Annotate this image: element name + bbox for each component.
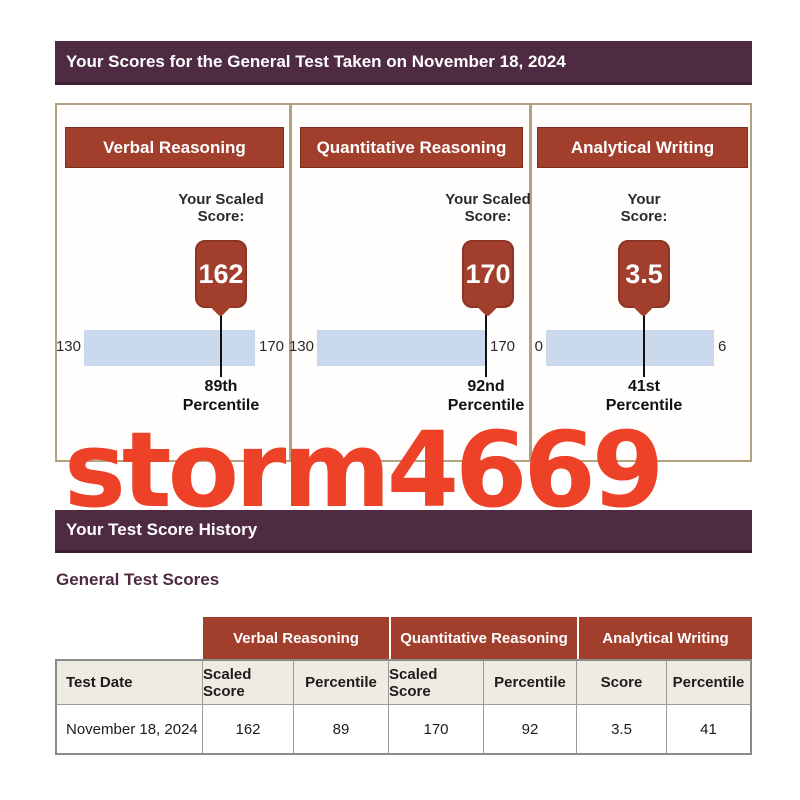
badge-pointer	[632, 295, 655, 318]
awriting-card-title: Analytical Writing	[537, 127, 748, 168]
row-test-date: November 18, 2024	[55, 705, 203, 755]
verbal-score-pointer-line	[220, 313, 222, 377]
verbal-score-badge: 162	[195, 240, 247, 318]
badge-pointer	[209, 295, 232, 318]
scores-banner: Your Scores for the General Test Taken o…	[55, 41, 752, 85]
history-banner: Your Test Score History	[55, 510, 752, 553]
awriting-card-title-label: Analytical Writing	[570, 137, 715, 157]
awriting-scale-min: 0	[534, 338, 543, 355]
verbal-score-value: 162	[198, 258, 244, 289]
card-divider	[289, 105, 292, 460]
group-header-quant: Quantitative Reasoning	[389, 617, 577, 659]
quant-card-title: Quantitative Reasoning	[300, 127, 523, 168]
col-header-verbal-pct: Percentile	[294, 659, 389, 705]
row-quant-scaled: 170	[389, 705, 484, 755]
awriting-scale-bar	[546, 330, 714, 366]
quant-score-value: 170	[465, 258, 511, 289]
awriting-score-badge: 3.5	[618, 240, 670, 318]
col-header-aw-pct: Percentile	[667, 659, 752, 705]
group-header-verbal: Verbal Reasoning	[203, 617, 389, 659]
score-cards-panel: Verbal Reasoning Your Scaled Score: 162 …	[55, 103, 752, 462]
col-header-test-date: Test Date	[55, 659, 203, 705]
verbal-score-label: Your Scaled Score:	[178, 191, 264, 225]
row-aw-pct: 41	[667, 705, 752, 755]
quant-card-title-label: Quantitative Reasoning	[316, 137, 507, 157]
score-history-table: Verbal Reasoning Quantitative Reasoning …	[55, 617, 752, 755]
awriting-score-value: 3.5	[625, 258, 663, 289]
row-verbal-pct: 89	[294, 705, 389, 755]
general-test-scores-heading: General Test Scores	[56, 570, 220, 589]
verbal-scale-max: 170	[259, 338, 285, 355]
username-watermark: storm4669	[64, 409, 664, 531]
awriting-score-pointer-line	[643, 313, 645, 377]
table-corner-blank	[55, 617, 203, 659]
quant-score-badge: 170	[462, 240, 514, 318]
col-header-quant-pct: Percentile	[484, 659, 577, 705]
verbal-percentile: 89th Percentile	[182, 378, 260, 414]
row-aw-score: 3.5	[577, 705, 667, 755]
verbal-scale-bar	[84, 330, 255, 366]
quant-score-pointer-line	[485, 313, 487, 377]
col-header-quant-scaled: Scaled Score	[389, 659, 484, 705]
awriting-scale-max: 6	[718, 338, 727, 355]
col-header-aw-score: Score	[577, 659, 667, 705]
quant-scale-max: 170	[490, 338, 516, 355]
badge-pointer	[476, 295, 499, 318]
quant-score-label: Your Scaled Score:	[445, 191, 531, 225]
awriting-score-label: Your Score:	[620, 191, 668, 225]
row-verbal-scaled: 162	[203, 705, 294, 755]
quant-scale-bar	[317, 330, 486, 366]
scores-banner-title: Your Scores for the General Test Taken o…	[66, 51, 566, 71]
group-header-awriting: Analytical Writing	[577, 617, 752, 659]
row-quant-pct: 92	[484, 705, 577, 755]
col-header-verbal-scaled: Scaled Score	[203, 659, 294, 705]
verbal-scale-min: 130	[55, 338, 81, 355]
verbal-card-title: Verbal Reasoning	[65, 127, 284, 168]
quant-scale-min: 130	[288, 338, 314, 355]
awriting-percentile: 41st Percentile	[605, 378, 683, 414]
history-banner-title: Your Test Score History	[66, 520, 258, 539]
quant-percentile: 92nd Percentile	[447, 378, 525, 414]
verbal-card-title-label: Verbal Reasoning	[103, 137, 246, 157]
card-divider	[529, 105, 532, 460]
